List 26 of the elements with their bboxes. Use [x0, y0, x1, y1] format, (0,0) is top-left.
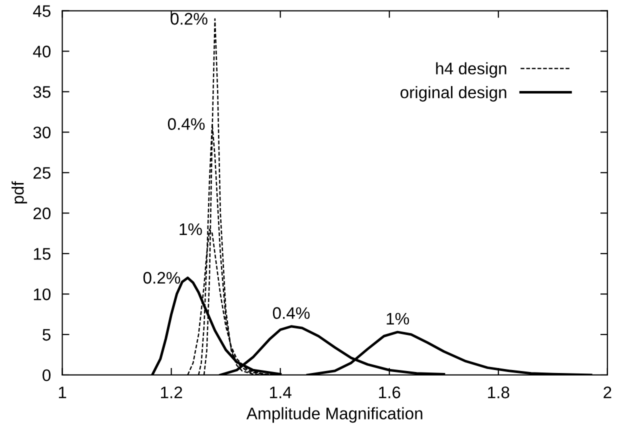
- y-tick-label: 10: [34, 288, 51, 300]
- x-tick-label: 1: [58, 386, 66, 398]
- annotation: 1%: [386, 312, 410, 325]
- x-tick-label: 1.8: [488, 386, 510, 398]
- x-tick-label: 1.4: [270, 386, 292, 398]
- annotation: 0.2%: [143, 272, 180, 284]
- y-tick-label: 30: [33, 126, 51, 138]
- y-tick-label: 45: [33, 5, 50, 17]
- annotation: 0.4%: [168, 118, 205, 130]
- y-tick-label: 35: [33, 86, 50, 98]
- annotation: 0.2%: [170, 12, 208, 25]
- legend-label: h4 design: [436, 62, 506, 78]
- x-tick-label: 1.2: [161, 386, 182, 398]
- y-tick-label: 20: [33, 208, 51, 220]
- y-tick-label: 0: [42, 369, 51, 382]
- y-tick-label: 25: [33, 167, 50, 179]
- x-tick-label: 1.6: [379, 386, 400, 398]
- y-tick-label: 5: [42, 329, 50, 341]
- legend-label: original design: [400, 86, 506, 102]
- x-axis-title: Amplitude Magnification: [246, 407, 422, 423]
- y-tick-label: 40: [33, 46, 51, 58]
- y-tick-label: 15: [34, 248, 50, 260]
- y-axis-title: pdf: [12, 181, 28, 204]
- annotation: 0.4%: [272, 307, 310, 319]
- x-tick-label: 2: [604, 386, 612, 398]
- annotation: 1%: [180, 223, 202, 236]
